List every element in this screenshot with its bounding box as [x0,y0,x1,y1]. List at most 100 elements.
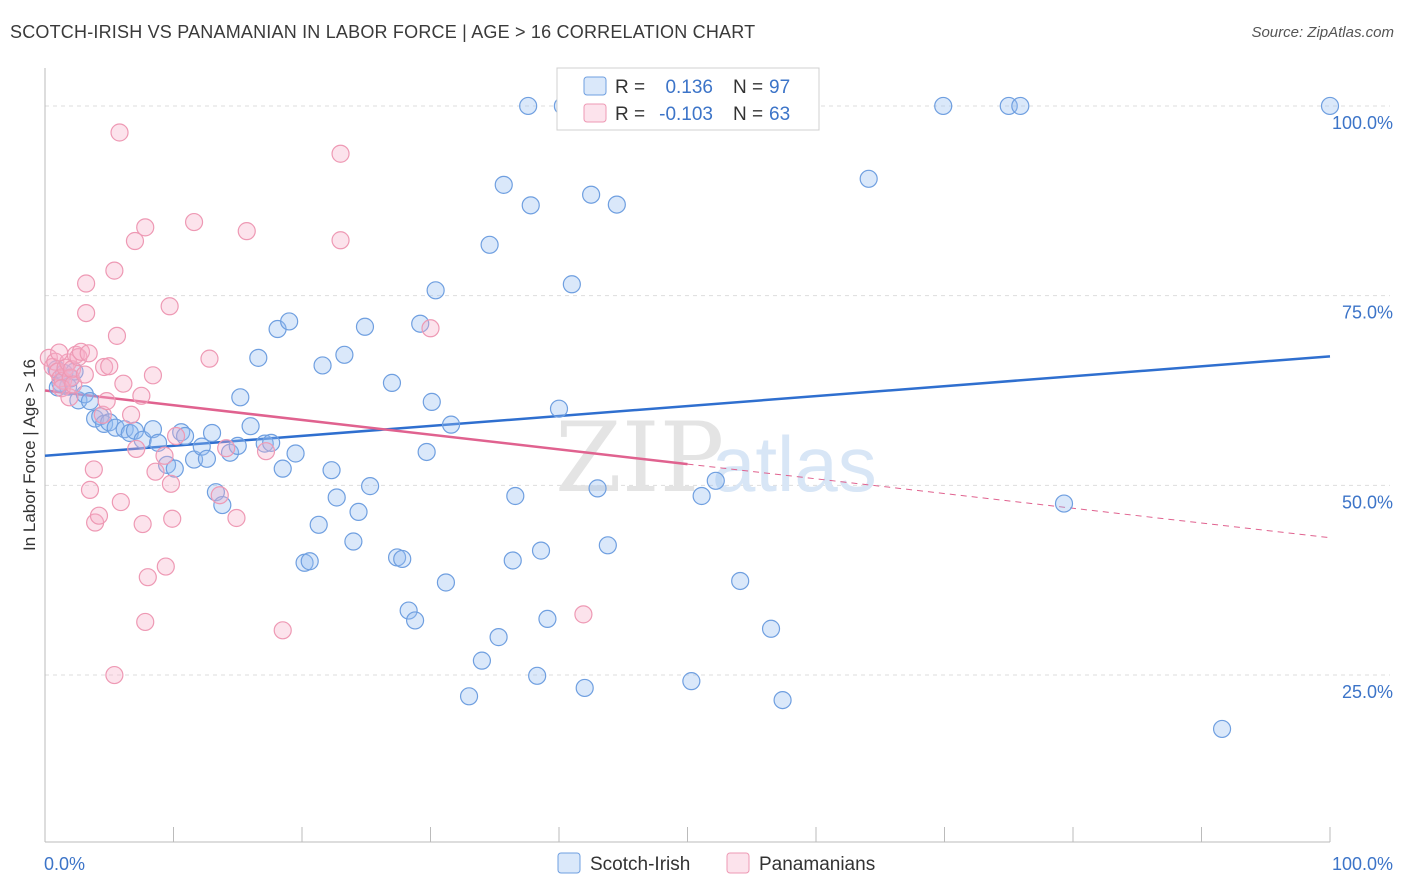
scotch-irish-point [309,515,328,534]
panamanian-point [237,222,256,241]
legend-n-value: 97 [769,77,790,98]
trend-line-scotch-irish [44,355,1331,458]
panamanian-point [71,342,91,361]
scotch-irish-point [528,666,547,685]
panamanian-point [331,144,350,163]
scotch-irish-point [521,196,540,215]
scotch-irish-point [588,479,607,498]
panamanian-point [77,274,96,293]
panamanian-point [110,123,129,142]
scotch-irish-point [417,442,436,462]
panamanian-point [574,605,593,624]
scotch-irish-point [480,235,499,254]
panamanian-point [77,304,96,323]
scotch-irish-point [280,312,299,331]
scotch-irish-point [228,436,247,455]
panamanian-point [132,386,151,405]
panamanian-point [80,480,100,500]
panamanian-point [89,506,109,525]
panamanian-point [52,379,71,398]
y-tick-label: 100.0% [1332,113,1393,133]
scotch-irish-point [322,461,341,480]
legend-swatch-scotch-irish [557,852,581,874]
scotch-irish-point [489,628,508,647]
scotch-irish-point [361,477,380,496]
panamanian-point [111,492,130,512]
panamanian-point [227,508,246,528]
scotch-irish-point [80,392,100,411]
legend-frame [556,67,820,131]
scotch-irish-point [405,611,425,630]
panamanian-point [97,392,116,411]
scotch-irish-point [859,169,878,188]
scotch-irish-point [197,449,217,468]
watermark-atlas: atlas [712,420,877,508]
panamanian-point [127,439,146,459]
scotch-irish-point [344,532,363,551]
trend-line-panamanians [44,389,688,466]
panamanian-point [256,442,276,461]
tick-labels: 25.0% 50.0% 75.0% 100.0% 0.0% 100.0% [44,113,1393,874]
trend-line-panamanians-extension [687,463,1331,539]
panamanian-point [121,405,141,424]
panamanian-point [160,297,179,316]
legend-r-label: R = [615,77,645,98]
panamanian-point [105,665,124,685]
legend-r-label: R = [615,104,645,125]
scotch-irish-point [506,486,525,506]
legend-series-scotch-irish: Scotch-Irish [590,854,690,875]
legend-r-value: -0.103 [659,104,713,125]
scotch-irish-point [411,314,430,333]
legend-r-value: 0.136 [665,77,713,98]
chart-source: Source: ZipAtlas.com [1251,24,1394,41]
panamanian-point [95,357,114,377]
panamanian-point [50,343,69,362]
panamanian-point [163,509,182,528]
legend-n-label: N = [733,77,763,98]
watermark: ZIP atlas [555,402,877,514]
legend-series-panamanians: Panamanians [759,854,875,875]
panamanian-point [84,460,103,479]
scotch-irish-point [1011,96,1030,116]
panamanian-point [146,462,165,481]
panamanian-point [105,261,124,280]
scotch-irish-point [241,417,260,436]
scotch-irish-point [682,672,701,691]
scotch-irish-point [607,195,626,214]
legend-n-label: N = [733,104,763,125]
scotch-irish-point [575,678,594,698]
scotch-irish-point [549,399,569,418]
scotch-irish-point [422,392,441,411]
scotch-irish-point [494,175,513,194]
panamanian-point [161,474,181,493]
panamanian-point [136,218,155,237]
scotch-irish-point [313,356,332,375]
scotch-irish-point [273,459,292,478]
scotch-irish-point [706,471,725,490]
panamanian-point [136,612,155,632]
panamanian-point [184,212,204,232]
panamanian-point [155,446,174,465]
scotch-irish-point [300,552,319,571]
scotch-irish-point [436,573,456,592]
scotch-irish-point [1320,96,1340,116]
scotch-irish-point [773,690,792,710]
panamanian-point [421,319,440,338]
scotch-irish-point [692,486,711,506]
trend-lines [44,355,1331,539]
scotch-irish-point [255,434,274,453]
scotch-irish-point [503,551,522,570]
scotch-irish-point [399,601,418,620]
scotch-irish-point [761,619,781,638]
panamanian-point [138,568,157,587]
scotch-irish-point [349,502,368,522]
legend-stats: R = 0.136 N = 97 R = -0.103 N = 63 [556,67,820,131]
y-tick-label: 25.0% [1342,682,1393,702]
scotch-irish-point [934,96,953,116]
panamanian-point [93,405,112,424]
x-tick-label: 100.0% [1332,854,1393,874]
panamanian-point [100,357,119,376]
panamanian-point [133,514,152,534]
y-tick-label: 75.0% [1342,303,1393,323]
